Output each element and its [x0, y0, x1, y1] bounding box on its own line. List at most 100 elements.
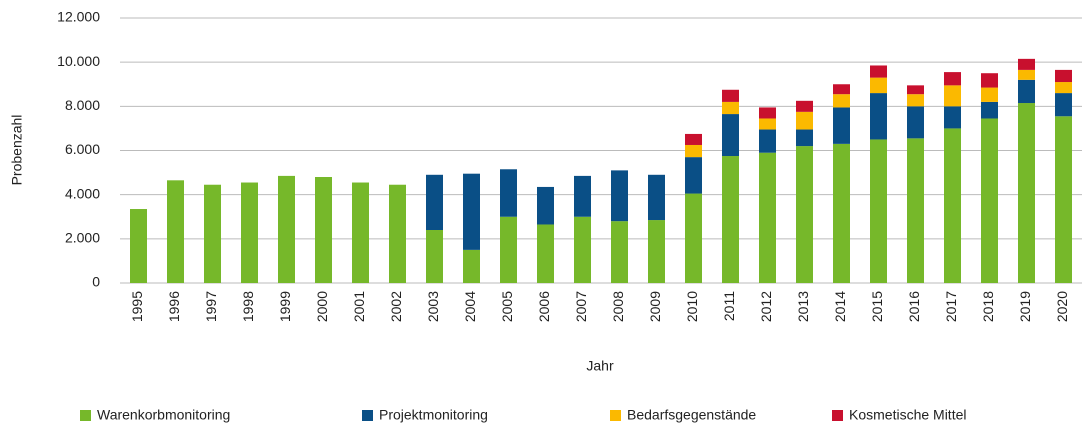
legend-label: Kosmetische Mittel [849, 407, 966, 423]
bar-segment [833, 94, 850, 108]
bar-segment [130, 209, 147, 283]
x-tick-label: 1996 [166, 291, 182, 322]
bar-segment [574, 216, 591, 283]
bar-segment [500, 169, 517, 217]
bar-segment [389, 184, 406, 283]
x-tick-label: 2004 [462, 291, 478, 322]
legend-swatch [610, 410, 621, 421]
bar-segment [907, 138, 924, 283]
y-tick-label: 12.000 [57, 9, 100, 25]
x-tick-label: 1997 [203, 291, 219, 322]
bar-segment [907, 106, 924, 139]
bar-segment [981, 101, 998, 119]
bar-segment [537, 224, 554, 283]
bar-segment [759, 152, 776, 283]
bar-segment [463, 173, 480, 250]
bar-segment [204, 184, 221, 283]
bar-segment [981, 73, 998, 88]
y-axis-label: Probenzahl [9, 115, 25, 186]
x-tick-label: 2001 [351, 291, 367, 322]
bar-segment [685, 144, 702, 158]
bar-segment [1018, 58, 1035, 70]
x-tick-label: 2012 [758, 291, 774, 322]
bar-segment [833, 107, 850, 144]
bar-segment [722, 101, 739, 115]
legend-swatch [362, 410, 373, 421]
x-tick-label: 1999 [277, 291, 293, 322]
bar-segment [426, 174, 443, 230]
bar-segment [981, 87, 998, 102]
y-tick-label: 4.000 [65, 185, 100, 201]
bar-segment [870, 93, 887, 140]
x-tick-label: 2003 [425, 291, 441, 322]
bar-segment [500, 216, 517, 283]
bar-segment [1055, 93, 1072, 117]
bar-segment [759, 129, 776, 153]
x-tick-label: 1995 [129, 291, 145, 322]
bar-segment [722, 156, 739, 283]
bar-segment [685, 157, 702, 194]
bar-segment [611, 170, 628, 222]
bar-segment [722, 114, 739, 157]
x-tick-label: 2008 [610, 291, 626, 322]
x-tick-label: 2002 [388, 291, 404, 322]
bar-segment [1055, 116, 1072, 283]
bar-segment [722, 89, 739, 102]
bar-segment [944, 85, 961, 107]
y-tick-label: 2.000 [65, 230, 100, 246]
bar-segment [463, 249, 480, 283]
bar-segment [167, 180, 184, 283]
x-tick-label: 2000 [314, 291, 330, 322]
bar-segment [944, 128, 961, 283]
bar-segment [648, 220, 665, 283]
y-tick-label: 8.000 [65, 97, 100, 113]
x-axis-label: Jahr [586, 358, 614, 374]
bar-segment [796, 111, 813, 130]
bar-segment [981, 118, 998, 284]
bar-segment [944, 106, 961, 129]
bar-segment [944, 72, 961, 86]
y-tick-label: 10.000 [57, 53, 100, 69]
x-tick-label: 2013 [795, 291, 811, 322]
legend-label: Projektmonitoring [379, 407, 488, 423]
x-tick-label: 2007 [573, 291, 589, 322]
x-tick-label: 2014 [832, 291, 848, 322]
bar-segment [426, 230, 443, 283]
x-tick-label: 2018 [980, 291, 996, 322]
bar-segment [1018, 103, 1035, 283]
y-tick-label: 6.000 [65, 141, 100, 157]
bar-segment [796, 146, 813, 283]
x-tick-label: 2020 [1054, 291, 1070, 322]
x-tick-label: 2019 [1017, 291, 1033, 322]
legend-swatch [80, 410, 91, 421]
bar-segment [796, 100, 813, 112]
legend-label: Warenkorbmonitoring [97, 407, 230, 423]
bar-segment [907, 85, 924, 95]
x-tick-label: 2010 [684, 291, 700, 322]
bar-segment [833, 143, 850, 283]
bar-segment [352, 182, 369, 283]
bar-segment [537, 186, 554, 225]
x-tick-label: 2006 [536, 291, 552, 322]
bar-segment [870, 65, 887, 78]
bar-segment [574, 175, 591, 217]
bar-segment [870, 139, 887, 283]
bar-segment [1018, 69, 1035, 80]
bar-segment [278, 175, 295, 283]
bar-segment [648, 174, 665, 221]
bar-segment [1055, 69, 1072, 83]
x-tick-label: 1998 [240, 291, 256, 322]
y-tick-label: 0 [92, 274, 100, 290]
x-tick-label: 2011 [721, 291, 737, 321]
bar-segment [870, 77, 887, 94]
bar-segment [833, 84, 850, 95]
bar-segment [907, 94, 924, 107]
legend-swatch [832, 410, 843, 421]
x-tick-label: 2015 [869, 291, 885, 322]
x-tick-label: 2017 [943, 291, 959, 322]
x-tick-label: 2009 [647, 291, 663, 322]
bar-segment [1018, 79, 1035, 104]
x-tick-label: 2016 [906, 291, 922, 322]
bar-segment [241, 182, 258, 283]
bar-segment [1055, 82, 1072, 94]
